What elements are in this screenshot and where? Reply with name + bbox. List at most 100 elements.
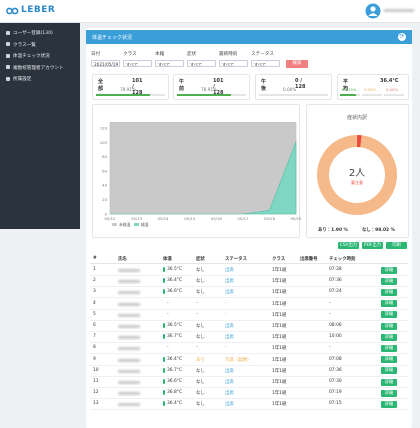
thermometer-icon [163,357,165,362]
detail-button[interactable]: 詳細 [381,267,397,274]
table-cell: 36.8°C [167,390,182,395]
name-blurred [118,392,140,395]
table-cell: 1年1組 [272,334,286,340]
table-cell: - [167,301,169,306]
table-cell: 36.7°C [167,368,182,373]
table-cell: 1 [93,267,96,272]
table-cell: 1年1組 [272,312,286,318]
column-header: 氏名 [118,256,127,262]
name-blurred [118,314,140,317]
x-tick-label: 05/13 [131,216,143,221]
table-cell: 出席 [225,401,234,407]
table-cell: - [167,312,169,317]
detail-button[interactable]: 詳細 [381,379,397,386]
table-cell: 36.5°C [167,323,182,328]
table-cell: 1年1組 [272,323,286,329]
thermometer-icon [163,401,165,406]
name-blurred [118,325,140,328]
detail-button[interactable]: 詳細 [381,356,397,363]
table-cell: 6 [93,323,96,328]
table-cell: 07:28 [329,267,342,272]
table-cell: 1年1組 [272,301,286,307]
row-rule [90,331,408,332]
thermometer-icon [163,267,165,272]
row-rule [90,409,408,410]
table-cell: 08:06 [329,323,342,328]
row-rule [90,309,408,310]
detail-button[interactable]: 詳細 [381,345,397,352]
row-rule [90,286,408,287]
table-cell: 12 [93,390,99,395]
x-tick-label: 05/14 [158,216,170,221]
table-cell: 出席 [225,323,234,329]
x-tick-label: 05/15 [184,216,196,221]
legend-label: 検温 [141,222,149,227]
table-cell: 07:15 [329,401,342,406]
y-tick-label: 40 [102,183,107,188]
table-cell: - [329,345,331,350]
name-blurred [118,336,140,339]
table-cell: 出席 [225,267,234,273]
name-blurred [118,347,140,350]
y-tick-label: 80 [102,154,107,159]
detail-button[interactable]: 詳細 [381,367,397,374]
row-rule [90,376,408,377]
thermometer-icon [163,323,165,328]
donut-legend: あり：1.90 % [318,227,349,233]
detail-button[interactable]: 詳細 [381,278,397,285]
thermometer-icon [163,289,165,294]
header-rule [90,263,408,264]
thermometer-icon [163,278,165,283]
row-rule [90,297,408,298]
row-rule [90,320,408,321]
detail-button[interactable]: 詳細 [381,334,397,341]
name-blurred [118,291,140,294]
table-cell: 36.4°C [167,278,182,283]
action-button[interactable]: CSV出力 [338,242,359,249]
table-cell: 2 [93,278,96,283]
thermometer-icon [163,368,165,373]
donut-note: 要注意 [351,179,363,185]
table-cell: 出席 [225,278,234,284]
detail-button[interactable]: 詳細 [381,300,397,307]
table-cell: 欠席（発熱） [225,357,251,363]
table-cell: 1年1組 [272,278,286,284]
table-cell: 3 [93,289,96,294]
table-cell: 1年1組 [272,267,286,273]
table-cell: なし [196,267,205,273]
detail-button[interactable]: 詳細 [381,390,397,397]
table-cell: 13 [93,401,99,406]
detail-button[interactable]: 詳細 [381,323,397,330]
table-cell: 1年1組 [272,368,286,374]
x-tick-label: 05/12 [105,216,117,221]
table-cell: なし [196,334,205,340]
table-cell: 1年1組 [272,401,286,407]
action-button[interactable]: 印刷 [386,242,407,249]
detail-button[interactable]: 詳細 [381,311,397,318]
table-cell: 9 [93,357,96,362]
table-cell: 36.4°C [167,357,182,362]
detail-button[interactable]: 詳細 [381,401,397,408]
table-cell: 1年1組 [272,345,286,351]
name-blurred [118,403,140,406]
column-header: # [93,256,97,261]
name-blurred [118,303,140,306]
thermometer-icon [163,390,165,395]
area [110,122,296,214]
table-cell: 36.7°C [167,334,182,339]
table-cell: 36.6°C [167,289,182,294]
row-rule [90,353,408,354]
table-cell: なし [196,379,205,385]
y-tick-label: 100 [100,140,108,145]
thermometer-icon [163,379,165,384]
table-cell: なし [196,289,205,295]
action-button[interactable]: PDF出力 [362,242,383,249]
table-cell: なし [196,390,205,396]
table-cell: 10 [93,368,99,373]
table-cell: 07:19 [329,390,342,395]
x-tick-label: 05/18 [264,216,276,221]
name-blurred [118,280,140,283]
detail-button[interactable]: 詳細 [381,289,397,296]
column-header: クラス [272,256,285,262]
